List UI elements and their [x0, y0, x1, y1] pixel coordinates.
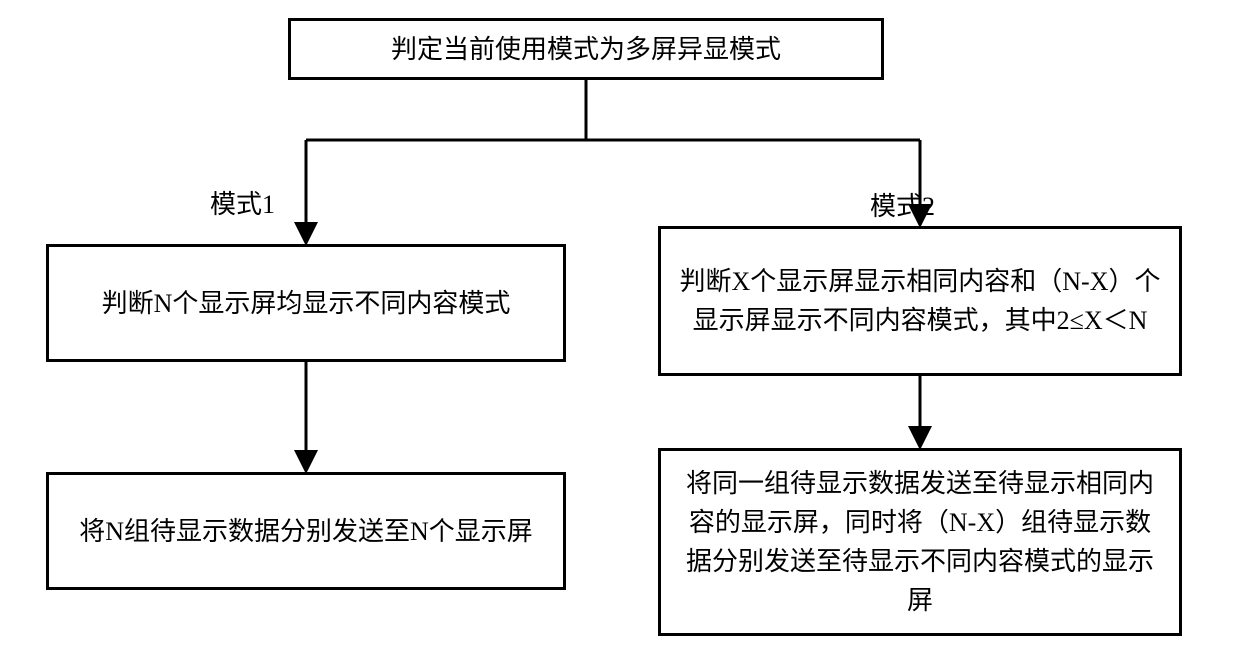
node-left-1-text: 判断N个显示屏均显示不同内容模式 [102, 284, 511, 323]
node-left-1: 判断N个显示屏均显示不同内容模式 [46, 244, 566, 362]
node-top: 判定当前使用模式为多屏异显模式 [288, 18, 884, 80]
node-right-2-text: 将同一组待显示数据发送至待显示相同内容的显示屏，同时将（N-X）组待显示数据分别… [679, 464, 1161, 620]
node-left-2: 将N组待显示数据分别发送至N个显示屏 [46, 472, 566, 590]
branch-label-mode2-text: 模式2 [870, 192, 935, 221]
node-right-1-text: 判断X个显示屏显示相同内容和（N-X）个显示屏显示不同内容模式，其中2≤X＜N [679, 262, 1161, 340]
branch-label-mode2: 模式2 [870, 186, 935, 223]
node-right-1: 判断X个显示屏显示相同内容和（N-X）个显示屏显示不同内容模式，其中2≤X＜N [658, 226, 1182, 376]
node-right-2: 将同一组待显示数据发送至待显示相同内容的显示屏，同时将（N-X）组待显示数据分别… [658, 448, 1182, 636]
branch-label-mode1-text: 模式1 [210, 190, 275, 219]
branch-label-mode1: 模式1 [210, 184, 275, 221]
node-left-2-text: 将N组待显示数据分别发送至N个显示屏 [79, 512, 533, 551]
node-top-text: 判定当前使用模式为多屏异显模式 [391, 30, 781, 69]
flowchart-canvas: 判定当前使用模式为多屏异显模式 判断N个显示屏均显示不同内容模式 将N组待显示数… [0, 0, 1240, 655]
